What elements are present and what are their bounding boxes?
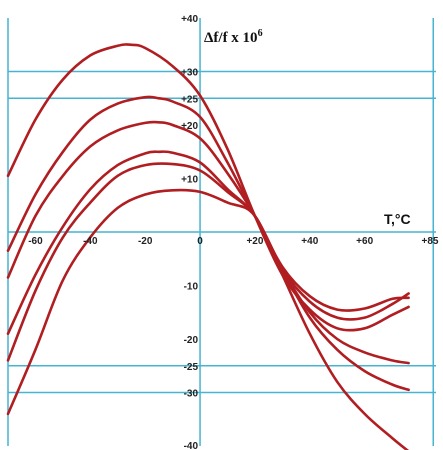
y-tick-label: -10 xyxy=(184,282,199,293)
series-line-2 xyxy=(6,95,410,321)
x-tick-label: -60 xyxy=(28,236,43,247)
series-line-1 xyxy=(6,43,410,332)
x-tick-label: +85 xyxy=(422,236,439,247)
series-line-5 xyxy=(6,162,410,392)
series-line-6 xyxy=(6,188,410,450)
y-tick-label: -25 xyxy=(184,362,199,373)
x-tick-label: +60 xyxy=(356,236,373,247)
y-tick-label: +30 xyxy=(181,68,198,79)
y-tick-label: -30 xyxy=(184,389,199,400)
y-tick-label: +20 xyxy=(181,121,198,132)
y-tick-label: -20 xyxy=(184,335,199,346)
y-tick-label: +25 xyxy=(181,94,198,105)
chart-title-text: Δf/f x 10 xyxy=(204,30,258,46)
x-tick-label: 0 xyxy=(197,236,203,247)
x-tick-label: +40 xyxy=(301,236,318,247)
x-tick-label: -20 xyxy=(138,236,153,247)
series-layer xyxy=(6,43,410,450)
series-line-3 xyxy=(6,120,410,312)
chart-title-superscript: 6 xyxy=(258,28,263,39)
x-tick-label: -40 xyxy=(83,236,98,247)
chart-title: Δf/f x 106 xyxy=(204,28,263,46)
tick-labels: -60 -40 -20 0 +20 +40 +60 +85 +40 +30 +25 +20 +10 -10… xyxy=(28,14,439,450)
y-tick-label: -40 xyxy=(184,441,199,450)
y-tick-label: +10 xyxy=(181,175,198,186)
y-tick-label: +40 xyxy=(181,14,198,25)
series-line-4 xyxy=(6,150,410,365)
x-tick-label: +20 xyxy=(246,236,263,247)
x-axis-label: T,°C xyxy=(384,211,411,227)
